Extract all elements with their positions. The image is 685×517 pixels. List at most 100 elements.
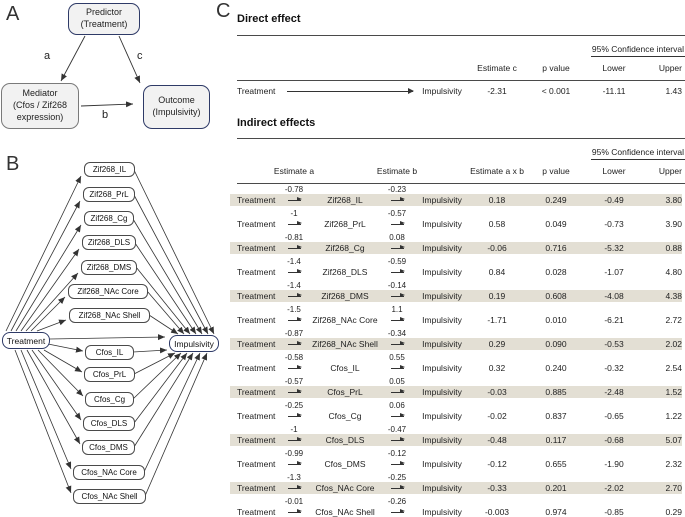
- cell-upper: 3.80: [665, 195, 682, 206]
- cell-p-value: 0.974: [545, 507, 567, 517]
- long-arrow-icon: [287, 87, 414, 94]
- cell-estimate-b: -0.25: [387, 473, 407, 483]
- cell-mediator: Cfos_DMS: [324, 459, 366, 470]
- arrow-icon: [390, 389, 405, 394]
- cell-estimate: -2.31: [487, 86, 507, 97]
- arrow-icon: [287, 413, 302, 418]
- cell-estimate-b: -0.59: [387, 257, 407, 267]
- indirect-row: -0.01 -0.26 Treatment Cfos_NAc Shell Imp…: [237, 496, 685, 517]
- cell-estimate-b: -0.23: [387, 185, 407, 195]
- cell-upper: 2.32: [665, 459, 682, 470]
- cell-estimate-b: -0.47: [387, 425, 407, 435]
- cell-estimate-axb: 0.29: [488, 339, 506, 350]
- cell-to: Impulsivity: [422, 86, 462, 97]
- cell-p-value: 0.049: [545, 219, 567, 230]
- arrow-icon: [390, 197, 405, 202]
- cell-estimate-a: -1: [290, 425, 298, 435]
- mediator-node-zif268-cg: Zif268_Cg: [84, 211, 134, 226]
- cell-estimate-axb: -0.06: [487, 243, 507, 254]
- path-c-label: c: [137, 50, 143, 62]
- indirect-row: -0.87 -0.34 Treatment Zif268_NAc Shell I…: [230, 328, 685, 352]
- mediator-node-cfos-il: Cfos_IL: [85, 345, 134, 360]
- arrow-icon: [287, 293, 302, 298]
- cell-estimate-a: -0.87: [284, 329, 304, 339]
- cell-upper: 1.52: [665, 387, 682, 398]
- mediator-node: Mediator (Cfos / Zif268 expression): [1, 83, 79, 129]
- cell-to: Impulsivity: [422, 339, 462, 350]
- mediator-node-zif268-prl: Zif268_PrL: [83, 187, 135, 202]
- indirect-row: -1.3 -0.25 Treatment Cfos_NAc Core Impul…: [230, 472, 685, 496]
- cell-from: Treatment: [237, 267, 276, 278]
- panel-c: Direct effect 95% Confidence interval Es…: [230, 0, 685, 517]
- cell-estimate-b: 0.05: [389, 377, 405, 387]
- panel-b-arrows: [5, 169, 215, 497]
- cell-estimate-b: 0.06: [389, 401, 405, 411]
- cell-estimate-b: -0.57: [387, 209, 407, 219]
- direct-effect-row: Treatment Impulsivity -2.31 < 0.001 -11.…: [237, 81, 685, 102]
- cell-estimate-a: -0.78: [284, 185, 304, 195]
- mediator-node-cfos-cg: Cfos_Cg: [85, 392, 134, 407]
- cell-from: Treatment: [237, 363, 276, 374]
- cell-mediator: Zif268_NAc Shell: [312, 339, 378, 350]
- cell-upper: 2.54: [665, 363, 682, 374]
- cell-lower: -5.32: [604, 243, 624, 254]
- cell-estimate-a: -0.99: [284, 449, 304, 459]
- outcome-node: Outcome (Impulsivity): [143, 85, 210, 129]
- cell-mediator: Zif268_NAc Core: [312, 315, 378, 326]
- arrow-icon: [287, 437, 302, 442]
- arrow-icon: [390, 341, 405, 346]
- cell-to: Impulsivity: [422, 195, 462, 206]
- cell-lower: -11.11: [602, 86, 626, 97]
- cell-estimate-a: -1.4: [287, 281, 301, 291]
- mediator-node-zif268-nac-core: Zif268_NAc Core: [68, 284, 148, 299]
- arrow-icon: [287, 269, 302, 274]
- cell-to: Impulsivity: [422, 219, 462, 230]
- cell-mediator: Zif268_IL: [327, 195, 363, 206]
- cell-mediator: Cfos_IL: [330, 363, 360, 374]
- panel-b-label: B: [6, 153, 20, 175]
- cell-estimate-axb: -0.12: [487, 459, 507, 470]
- cell-upper: 5.07: [665, 435, 682, 446]
- cell-estimate-b: 0.08: [389, 233, 405, 243]
- cell-to: Impulsivity: [422, 435, 462, 446]
- cell-lower: -0.32: [604, 363, 624, 374]
- arrow-icon: [390, 293, 405, 298]
- indirect-row: -0.78 -0.23 Treatment Zif268_IL Impulsiv…: [230, 184, 685, 208]
- cell-mediator: Zif268_PrL: [324, 219, 366, 230]
- mediator-line: Mediator: [22, 88, 58, 99]
- cell-estimate-b: -0.12: [387, 449, 407, 459]
- header-upper: Upper: [658, 166, 682, 177]
- indirect-row: -1.4 -0.14 Treatment Zif268_DMS Impulsiv…: [230, 280, 685, 304]
- impulsivity-node: Impulsivity: [169, 335, 219, 352]
- cell-to: Impulsivity: [422, 243, 462, 254]
- arrow-icon: [287, 461, 302, 466]
- direct-effect-heading: Direct effect: [237, 13, 301, 25]
- cell-mediator: Cfos_DLS: [325, 435, 365, 446]
- cell-p-value: 0.655: [545, 459, 567, 470]
- cell-from: Treatment: [237, 483, 276, 494]
- mediator-node-cfos-dms: Cfos_DMS: [82, 440, 135, 455]
- cell-estimate-b: 1.1: [391, 305, 403, 315]
- indirect-table-header: Estimate a Estimate b Estimate a x b p v…: [237, 166, 685, 176]
- cell-to: Impulsivity: [422, 459, 462, 470]
- mediator-node-cfos-dls: Cfos_DLS: [83, 416, 135, 431]
- panel-c-label: C: [216, 0, 231, 22]
- arrow-icon: [287, 509, 302, 514]
- cell-to: Impulsivity: [422, 291, 462, 302]
- arrow-icon: [287, 341, 302, 346]
- predictor-node: Predictor (Treatment): [68, 3, 140, 35]
- cell-mediator: Zif268_DMS: [321, 291, 369, 302]
- cell-to: Impulsivity: [422, 267, 462, 278]
- arrow-icon: [287, 485, 302, 490]
- treatment-node: Treatment: [2, 332, 50, 349]
- cell-to: Impulsivity: [422, 507, 462, 517]
- cell-lower: -1.90: [604, 459, 624, 470]
- cell-estimate-axb: -0.003: [484, 507, 510, 517]
- table-rule: [237, 79, 685, 81]
- indirect-row: -1.5 1.1 Treatment Zif268_NAc Core Impul…: [237, 304, 685, 328]
- cell-p-value: 0.240: [545, 363, 567, 374]
- cell-lower: -6.21: [604, 315, 624, 326]
- direct-ci-header: 95% Confidence interval: [590, 44, 685, 57]
- header-estimate-axb: Estimate a x b: [470, 166, 524, 177]
- cell-mediator: Zif268_DLS: [322, 267, 368, 278]
